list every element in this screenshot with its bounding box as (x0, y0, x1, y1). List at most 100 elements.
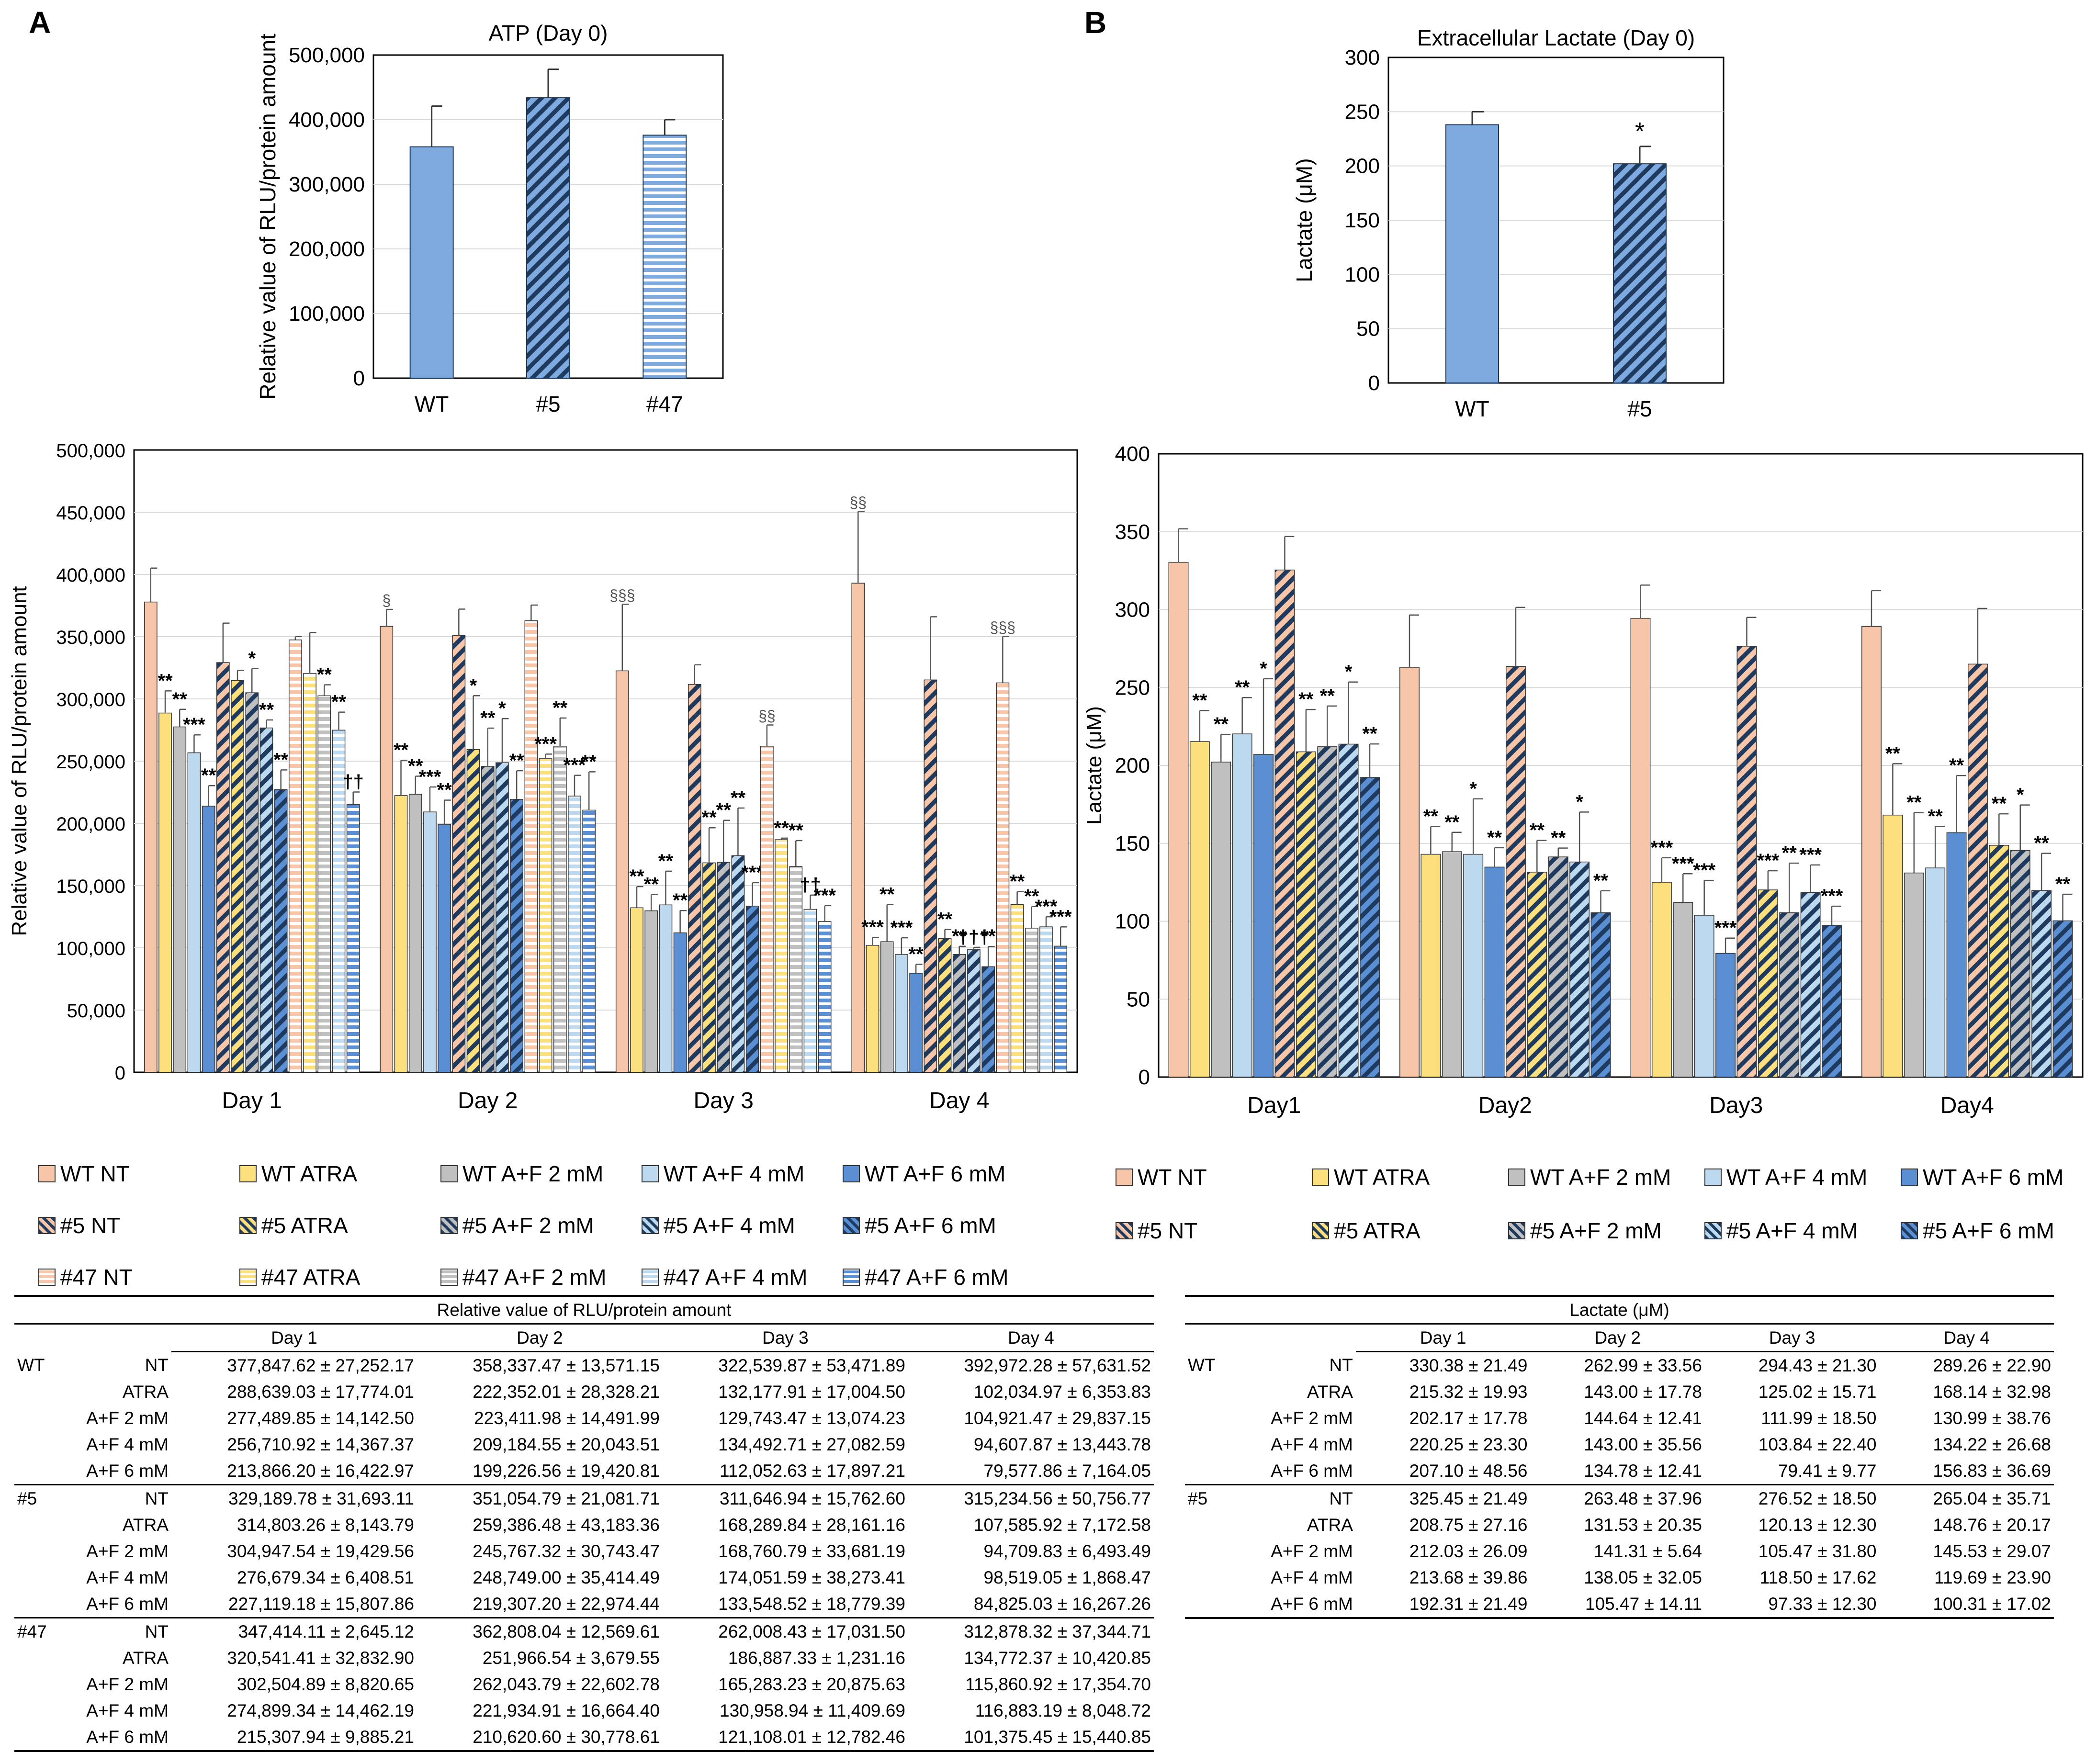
atp-bar (438, 824, 451, 1073)
b-legend-swatch (1116, 1169, 1133, 1186)
b-legend-label: WT NT (1138, 1165, 1207, 1190)
atp-bar (423, 811, 437, 1073)
b-legend-item: WT ATRA (1312, 1164, 1430, 1190)
atp-significance: ** (582, 751, 597, 772)
atp-table-cell: 358,337.47 ± 13,571.15 (473, 1356, 660, 1375)
a-legend-label: WT ATRA (261, 1161, 358, 1186)
lac-bar (1548, 856, 1568, 1078)
atp-table-cell: 259,386.48 ± 43,183.36 (473, 1515, 660, 1535)
atp-table-cell: 174,051.59 ± 38,273.41 (718, 1568, 905, 1587)
atp-xtick-label: Day 4 (929, 1088, 989, 1113)
atp-table-cell: 312,878.32 ± 37,344.71 (908, 1617, 1154, 1645)
atp-table-cell: 222,352.01 ± 28,328.21 (473, 1382, 660, 1402)
lac-table-cell: 138.05 ± 32.05 (1584, 1568, 1702, 1587)
atp-table-cell: 133,548.52 ± 18,779.39 (718, 1594, 905, 1614)
atp-table-day-header: Day 4 (908, 1324, 1154, 1352)
atp-table-cell: 322,539.87 ± 53,471.89 (718, 1356, 905, 1375)
atp-ytick-label: 400,000 (56, 565, 125, 586)
lac-xtick-label: Day3 (1709, 1093, 1763, 1118)
lac-table-condition: A+F 4 mM (1271, 1568, 1353, 1587)
lac-significance: ** (1593, 870, 1609, 891)
atp-table-cell: 362,808.04 ± 12,569.61 (417, 1617, 663, 1645)
lac-bar (2052, 920, 2073, 1078)
b-legend-swatch (1704, 1169, 1722, 1186)
atp-significance: ** (1024, 886, 1039, 907)
lac-ytick-label: 350 (1115, 520, 1150, 544)
atp-table-cell: 347,414.11 ± 2,645.12 (171, 1617, 417, 1645)
a-legend-item: WT A+F 2 mM (440, 1161, 603, 1187)
lac0-ytick-label: 250 (1345, 100, 1380, 124)
atp-table-genotype (14, 1405, 59, 1431)
lac-bar (1989, 845, 2009, 1078)
lac-bar (1296, 751, 1316, 1078)
atp-day0-chart: 0 100,000 200,000 300,000 400,000 500,000 ATP … (255, 21, 724, 416)
atp-table-condition: ATRA (123, 1648, 169, 1668)
a-legend-swatch (843, 1217, 860, 1234)
atp-significance: *** (891, 917, 913, 938)
atp-ytick-label: 0 (115, 1063, 125, 1084)
lac-table-genotype (1185, 1405, 1232, 1431)
lac-table-condition: ATRA (1307, 1382, 1353, 1402)
lac-ytick-label: 200 (1115, 754, 1150, 777)
atp-table-genotype (14, 1645, 59, 1671)
atp-significance: ** (909, 944, 924, 965)
b-legend-item: #5 A+F 6 mM (1901, 1218, 2054, 1244)
a-legend-label: #5 ATRA (261, 1213, 348, 1238)
b-legend-item: WT A+F 4 mM (1704, 1164, 1867, 1190)
atp-significance: § (382, 592, 391, 609)
lac-table-cell: 100.31 ± 17.02 (1879, 1591, 2054, 1619)
atp-significance: ** (629, 866, 644, 887)
lac-table-day-header: Day 3 (1704, 1324, 1880, 1352)
b-legend-label: #5 A+F 6 mM (1923, 1218, 2054, 1243)
atp-significance: *** (813, 885, 836, 906)
a-legend-swatch (239, 1269, 257, 1286)
lac-bar (1925, 867, 1946, 1078)
atp-significance: ** (673, 890, 688, 911)
atp-ytick-label: 350,000 (56, 627, 125, 648)
a-legend-swatch (642, 1217, 659, 1234)
atp-significance: ** (480, 708, 496, 729)
atp0-xtick-label: WT (415, 392, 449, 416)
lac-table-condition: A+F 2 mM (1271, 1408, 1353, 1428)
atp-table-condition: NT (59, 1484, 171, 1512)
atp-table-condition: A+F 6 mM (86, 1461, 169, 1481)
atp-significance: ** (644, 874, 659, 895)
atp-bar (630, 907, 643, 1073)
lac-table-genotype (1185, 1379, 1232, 1405)
atp-significance: *** (1035, 896, 1058, 917)
atp-table-cell: 320,541.41 ± 32,832.90 (227, 1648, 414, 1668)
atp-significance: * (470, 675, 477, 696)
lac-bar (1883, 814, 1903, 1078)
atp-table-cell: 223,411.98 ± 14,491.99 (474, 1408, 660, 1428)
atp-significance: ** (937, 909, 953, 930)
lac-bar (1274, 569, 1295, 1078)
lac-table-cell: 143.00 ± 17.78 (1584, 1382, 1702, 1402)
lac-significance: ** (1235, 677, 1250, 698)
atp-bar (615, 670, 629, 1073)
lac-table-cell: 120.13 ± 12.30 (1758, 1515, 1877, 1535)
lac-table-condition: A+F 4 mM (1271, 1435, 1353, 1454)
lac-significance: *** (1651, 837, 1673, 858)
lac-table-genotype (1185, 1564, 1232, 1591)
atp-table-cell: 186,887.33 ± 1,231.16 (728, 1648, 905, 1668)
lac-table-condition: ATRA (1307, 1515, 1353, 1535)
atp-bar (394, 795, 408, 1073)
atp-significance: ** (437, 780, 452, 801)
atp-table-cell: 104,921.47 ± 29,837.15 (964, 1408, 1151, 1428)
atp0-xtick-label: #47 (646, 392, 683, 416)
atp-table-cell: 221,934.91 ± 16,664.40 (473, 1701, 660, 1720)
b-legend-label: WT A+F 4 mM (1726, 1165, 1868, 1190)
a-legend-label: WT A+F 2 mM (462, 1161, 604, 1186)
a-legend-item: #5 NT (38, 1213, 120, 1238)
lac-significance: ** (1906, 792, 1922, 813)
atp0-ytick-label: 500,000 (289, 44, 365, 67)
lac-table-cell: 131.53 ± 20.35 (1584, 1515, 1702, 1535)
b-legend-label: WT ATRA (1334, 1165, 1430, 1190)
lac-significance: * (1469, 778, 1477, 799)
lac-significance: *** (1672, 853, 1694, 874)
lac-ytick-label: 250 (1115, 676, 1150, 699)
lac-significance: ** (1298, 689, 1314, 710)
lac0-ytick-label: 100 (1345, 263, 1380, 286)
lac-ytick-label: 0 (1139, 1066, 1150, 1089)
lac-table-cell: 118.50 ± 17.62 (1759, 1568, 1877, 1587)
